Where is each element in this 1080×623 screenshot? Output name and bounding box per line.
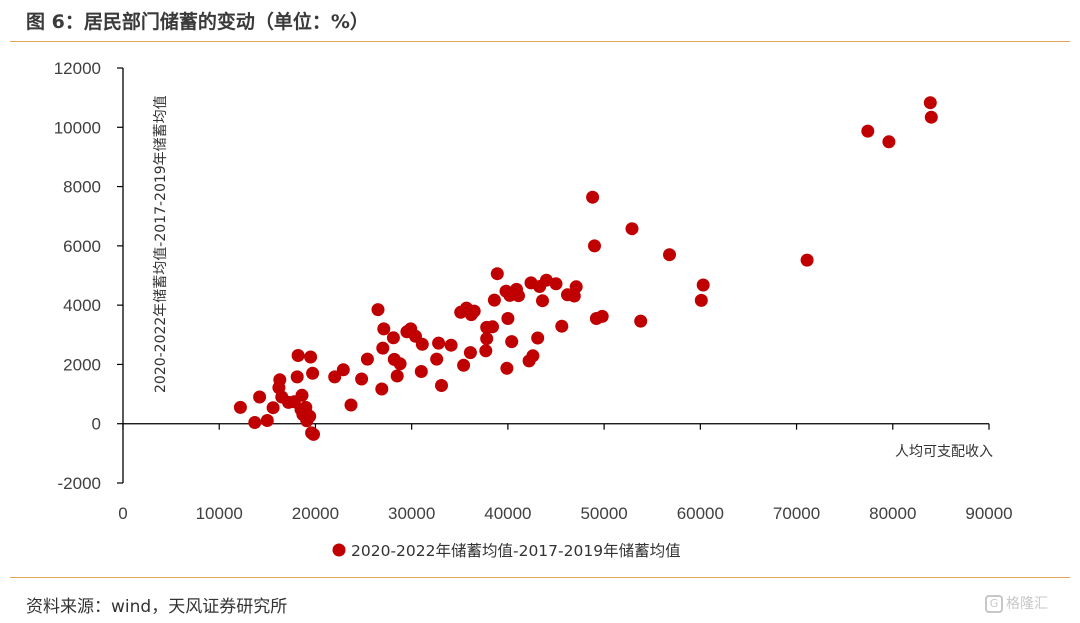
legend-label: 2020-2022年储蓄均值-2017-2019年储蓄均值 <box>351 542 681 560</box>
data-point <box>861 124 875 138</box>
data-point <box>487 293 501 307</box>
data-point <box>390 369 404 383</box>
data-point <box>694 293 708 307</box>
source-note: 资料来源：wind，天风证券研究所 <box>26 597 288 617</box>
data-point <box>569 280 583 294</box>
y-tick-label: -2000 <box>58 474 101 493</box>
x-tick-label: 60000 <box>677 504 724 523</box>
data-point <box>882 135 896 149</box>
y-tick-label: 0 <box>92 415 101 434</box>
x-tick-label: 30000 <box>388 504 435 523</box>
data-point <box>307 427 320 441</box>
header-divider <box>10 41 1070 42</box>
data-point <box>304 350 318 364</box>
data-point <box>295 388 309 402</box>
data-point <box>586 190 600 204</box>
data-point <box>253 390 267 404</box>
watermark-text: 格隆汇 <box>1006 596 1048 612</box>
x-tick-label: 40000 <box>484 504 531 523</box>
data-points <box>233 96 938 441</box>
data-point <box>248 416 262 429</box>
data-point <box>414 365 428 378</box>
data-point <box>457 358 471 372</box>
data-point <box>501 312 515 325</box>
y-tick-label: 6000 <box>63 237 101 256</box>
data-point <box>549 277 563 291</box>
data-point <box>386 331 400 345</box>
data-point <box>625 222 639 236</box>
data-point <box>432 336 446 350</box>
x-axis: 0 10000 20000 30000 40000 50000 60000 70000 8000… <box>118 423 1013 523</box>
y-axis-label: 2020-2022年储蓄均值-2017-2019年储蓄均值 <box>153 95 169 393</box>
data-point <box>480 332 494 346</box>
data-point <box>526 349 540 363</box>
y-axis: -2000 0 2000 4000 6000 8000 10000 12000 <box>54 59 124 493</box>
data-point <box>306 366 320 380</box>
data-point <box>355 372 369 386</box>
y-tick-label: 8000 <box>63 178 101 197</box>
footer-divider <box>10 577 1070 578</box>
data-point <box>344 398 358 412</box>
data-point <box>595 309 609 323</box>
x-tick-label: 50000 <box>580 504 627 523</box>
x-tick-label: 20000 <box>292 504 339 523</box>
watermark: G 格隆汇 <box>985 593 1048 613</box>
data-point <box>375 382 389 396</box>
x-tick-label: 80000 <box>869 504 916 523</box>
data-point <box>360 352 374 366</box>
data-point <box>371 303 385 317</box>
chart-title: 图 6：居民部门储蓄的变动（单位：%） <box>26 11 369 33</box>
legend: 2020-2022年储蓄均值-2017-2019年储蓄均值 <box>332 542 681 560</box>
x-tick-label: 10000 <box>196 504 243 523</box>
data-point <box>393 357 407 371</box>
data-point <box>415 337 429 351</box>
data-point <box>531 331 545 345</box>
data-point <box>555 319 569 333</box>
data-point <box>303 409 317 423</box>
data-point <box>696 278 710 292</box>
data-point <box>291 349 305 362</box>
data-point <box>924 110 938 124</box>
data-point <box>444 338 458 352</box>
x-tick-label: 90000 <box>965 504 1012 523</box>
data-point <box>923 96 937 110</box>
data-point <box>273 373 287 387</box>
data-point <box>588 239 601 253</box>
y-tick-label: 4000 <box>63 296 101 315</box>
data-point <box>430 352 444 366</box>
data-point <box>260 414 274 427</box>
data-point <box>233 400 247 414</box>
data-point <box>435 379 448 392</box>
gelonghui-logo-icon: G <box>985 595 1003 613</box>
data-point <box>800 253 814 267</box>
legend-marker <box>332 543 346 557</box>
data-point <box>377 322 391 336</box>
data-point <box>376 341 390 355</box>
data-point <box>266 401 280 415</box>
scatter-chart: -2000 0 2000 4000 6000 8000 10000 12000 0 10000 2… <box>54 59 1013 560</box>
data-point <box>536 294 549 308</box>
x-tick-label: 70000 <box>773 504 820 523</box>
data-point <box>290 370 304 384</box>
data-point <box>479 344 493 358</box>
y-tick-label: 2000 <box>63 355 101 374</box>
x-axis-label: 人均可支配收入 <box>895 444 993 460</box>
y-tick-label: 10000 <box>54 118 101 137</box>
x-tick-label: 0 <box>118 504 127 523</box>
data-point <box>463 346 477 360</box>
data-point <box>634 314 648 328</box>
data-point <box>663 248 676 262</box>
data-point <box>500 361 514 375</box>
data-point <box>505 335 519 349</box>
data-point <box>467 304 481 318</box>
data-point <box>486 320 499 334</box>
data-point <box>490 267 504 281</box>
data-point <box>512 289 525 303</box>
data-point <box>336 363 350 377</box>
y-tick-label: 12000 <box>54 59 101 78</box>
data-point <box>328 370 342 384</box>
